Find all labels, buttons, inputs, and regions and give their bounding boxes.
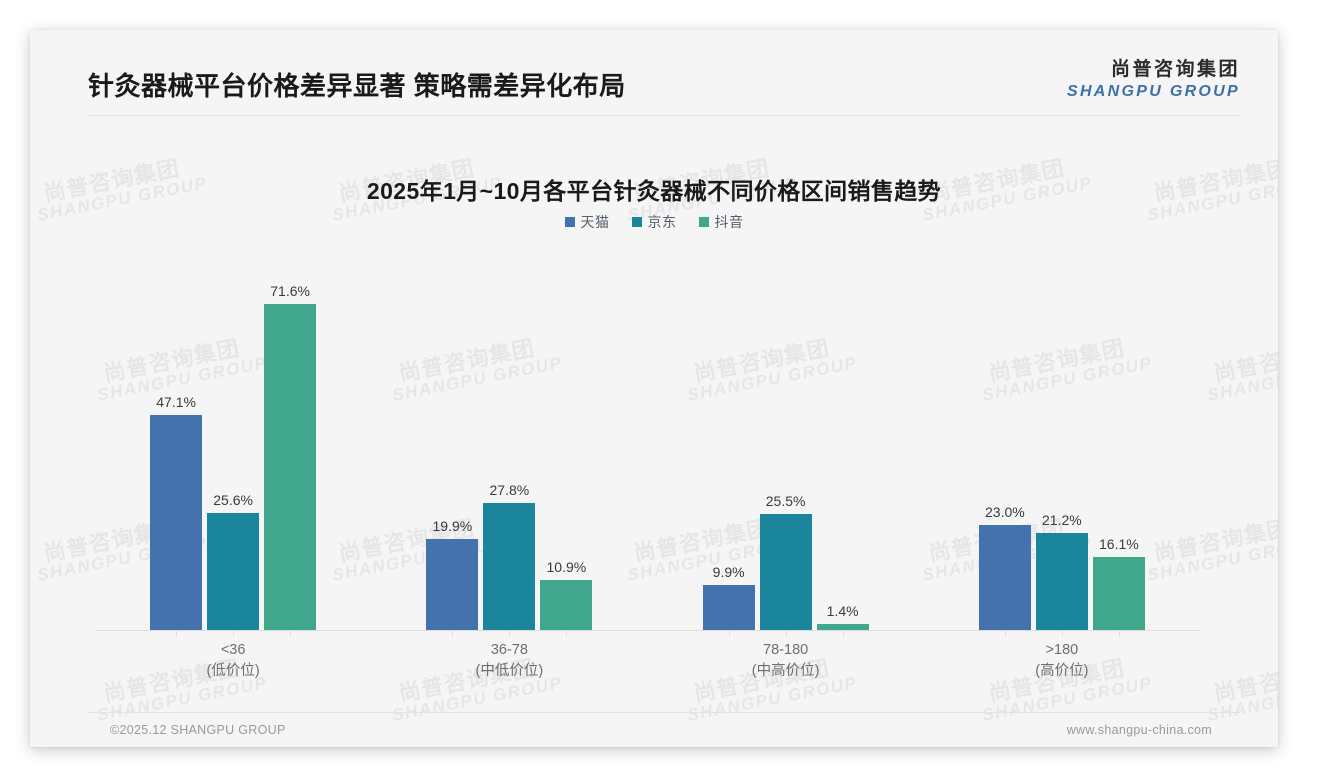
bar-京东-78-180[interactable]: 25.5%	[759, 488, 812, 630]
bar-group-<36: 47.1% 25.6% 71.6% <36 (低价位)	[30, 30, 1278, 747]
bar-rect	[150, 415, 203, 630]
category-name: 36-78	[490, 642, 528, 658]
header-divider	[88, 115, 1240, 116]
bar-抖音->180[interactable]: 16.1%	[1092, 531, 1145, 630]
bar-value-label: 47.1%	[156, 394, 196, 411]
report-card: 尚普咨询集团 SHANGPU GROUP 尚普咨询集团 SHANGPU GROUP 尚普…	[30, 30, 1278, 747]
bar-rect	[540, 580, 593, 630]
x-axis-category-label: 36-78 (中低价位)	[389, 640, 629, 682]
x-axis-tick	[566, 630, 568, 637]
card-header: 针灸器械平台价格差异显著 策略需差异化布局 尚普咨询集团 SHANGPU GRO…	[30, 30, 1278, 112]
x-axis-line	[95, 630, 1200, 631]
legend-item-天猫[interactable]: 天猫	[564, 212, 610, 232]
x-axis-tick	[728, 630, 730, 637]
legend-label: 京东	[647, 214, 677, 230]
bar-天猫-<36[interactable]: 47.1%	[150, 389, 203, 630]
footer-divider	[88, 712, 1240, 713]
bar-rect	[264, 303, 317, 630]
bar-rect	[759, 513, 812, 630]
brand-logo: 尚普咨询集团 SHANGPU GROUP	[1066, 59, 1240, 100]
x-axis-tick	[452, 630, 454, 637]
category-sublabel: (中低价位)	[475, 663, 544, 680]
chart-legend: 天猫 京东 抖音	[30, 212, 1278, 232]
x-axis-category-label: 78-180 (中高价位)	[666, 640, 906, 682]
bar-value-label: 19.9%	[432, 518, 473, 535]
bar-抖音-36-78[interactable]: 10.9%	[540, 554, 593, 630]
bar-京东->180[interactable]: 21.2%	[1035, 507, 1088, 630]
legend-label: 抖音	[714, 214, 744, 230]
bar-value-label: 25.6%	[213, 492, 253, 509]
x-axis-category-label: <36 (低价位)	[113, 640, 353, 682]
category-name: <36	[220, 642, 246, 658]
bar-rect	[1035, 533, 1088, 630]
footer-website[interactable]: www.shangpu-china.com	[1066, 723, 1212, 737]
x-axis-tick	[290, 630, 292, 637]
legend-label: 天猫	[580, 214, 610, 230]
x-axis-tick	[1004, 630, 1006, 637]
bar-rect	[1092, 556, 1145, 630]
category-sublabel: (低价位)	[206, 663, 260, 680]
bar-京东-<36[interactable]: 25.6%	[207, 487, 260, 630]
bar-value-label: 10.9%	[546, 559, 587, 576]
bar-rect	[207, 513, 260, 630]
x-axis-category-label: >180 (高价位)	[942, 640, 1182, 682]
legend-swatch-icon	[564, 217, 575, 227]
legend-item-抖音[interactable]: 抖音	[698, 212, 744, 232]
bar-天猫-36-78[interactable]: 19.9%	[426, 513, 479, 630]
bar-rect	[816, 623, 869, 630]
footer-copyright: ©2025.12 SHANGPU GROUP	[110, 723, 286, 737]
bar-value-label: 25.5%	[765, 492, 806, 509]
bar-抖音-78-180[interactable]: 1.4%	[816, 598, 869, 630]
category-name: >180	[1045, 642, 1079, 658]
bar-value-label: 27.8%	[489, 482, 530, 499]
logo-text-cn: 尚普咨询集团	[1110, 59, 1240, 80]
legend-swatch-icon	[698, 217, 709, 227]
bar-value-label: 23.0%	[985, 504, 1025, 521]
bar-group->180: 23.0% 21.2% 16.1% >180 (高价位)	[30, 30, 1278, 747]
bar-value-label: 71.6%	[270, 282, 310, 299]
legend-item-京东[interactable]: 京东	[631, 212, 677, 232]
x-axis-tick	[233, 630, 235, 637]
bar-group-78-180: 9.9% 25.5% 1.4% 78-180 (中高价位)	[30, 30, 1278, 747]
bar-group-36-78: 19.9% 27.8% 10.9% 36-78 (中低价位)	[30, 30, 1278, 747]
bar-京东-36-78[interactable]: 27.8%	[483, 477, 536, 630]
bar-天猫->180[interactable]: 23.0%	[978, 499, 1031, 630]
bar-chart-plot: 47.1% 25.6% 71.6% <36 (低价位) 19.9% 27.8% 10.9% 36…	[30, 30, 1278, 747]
bar-rect	[426, 539, 479, 630]
legend-swatch-icon	[631, 217, 642, 227]
x-axis-tick	[509, 630, 511, 637]
bar-rect	[483, 503, 536, 630]
category-sublabel: (中高价位)	[751, 663, 820, 680]
bar-rect	[702, 584, 755, 630]
bar-value-label: 21.2%	[1042, 512, 1082, 529]
x-axis-tick	[785, 630, 787, 637]
x-axis-tick	[1061, 630, 1063, 637]
page-title: 针灸器械平台价格差异显著 策略需差异化布局	[88, 71, 626, 101]
bar-抖音-<36[interactable]: 71.6%	[264, 278, 317, 630]
logo-text-en: SHANGPU GROUP	[1066, 82, 1240, 100]
x-axis-tick	[1118, 630, 1120, 637]
category-name: 78-180	[763, 642, 809, 658]
bar-rect	[978, 525, 1031, 630]
bar-value-label: 9.9%	[712, 563, 745, 580]
bar-value-label: 16.1%	[1099, 535, 1139, 552]
bar-value-label: 1.4%	[826, 602, 859, 619]
category-sublabel: (高价位)	[1035, 663, 1089, 680]
x-axis-tick	[842, 630, 844, 637]
x-axis-tick	[176, 630, 178, 637]
chart-title: 2025年1月~10月各平台针灸器械不同价格区间销售趋势	[366, 178, 942, 204]
bar-天猫-78-180[interactable]: 9.9%	[702, 559, 755, 630]
